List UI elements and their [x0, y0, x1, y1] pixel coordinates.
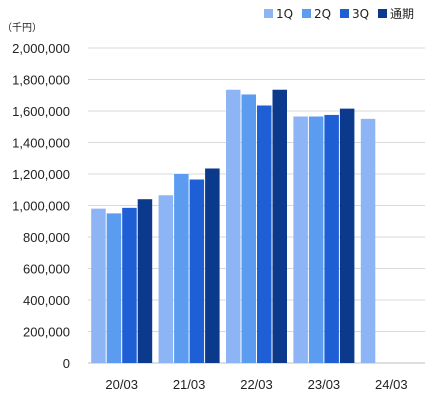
x-tick-label: 22/03 — [240, 377, 273, 392]
legend-swatch-3Q — [340, 9, 349, 18]
x-axis-tick-labels: 20/03 21/03 22/03 23/03 24/03 — [105, 377, 407, 392]
bar-1Q-23/03 — [293, 116, 308, 363]
y-tick-label: 1,000,000 — [12, 199, 70, 214]
bar-2Q-21/03 — [174, 174, 189, 363]
bar-3Q-22/03 — [257, 105, 272, 364]
bar-通期-22/03 — [272, 89, 287, 364]
legend-label-3Q: 3Q — [352, 7, 369, 21]
legend: 1Q 2Q 3Q 通期 — [264, 7, 414, 21]
bar-3Q-20/03 — [122, 207, 137, 363]
y-tick-label: 2,000,000 — [12, 41, 70, 56]
bar-1Q-22/03 — [226, 89, 241, 364]
bar-1Q-21/03 — [158, 195, 174, 363]
y-tick-label: 0 — [63, 356, 70, 371]
y-axis-tick-labels: 0 200,000 400,000 600,000 800,000 1,000,000 1,… — [12, 41, 70, 371]
bar-1Q-24/03 — [360, 118, 376, 363]
y-tick-label: 1,400,000 — [12, 136, 70, 151]
y-tick-label: 800,000 — [23, 230, 70, 245]
legend-label-通期: 通期 — [390, 7, 414, 21]
bar-通期-21/03 — [205, 168, 220, 363]
y-tick-label: 1,600,000 — [12, 104, 70, 119]
legend-label-1Q: 1Q — [276, 7, 293, 21]
y-tick-label: 200,000 — [23, 325, 70, 340]
y-axis-unit-label: （千円） — [2, 22, 42, 34]
bar-通期-20/03 — [137, 199, 153, 363]
y-tick-label: 400,000 — [23, 293, 70, 308]
bar-2Q-20/03 — [106, 213, 122, 363]
x-tick-label: 23/03 — [308, 377, 341, 392]
x-tick-label: 24/03 — [375, 377, 408, 392]
legend-swatch-2Q — [302, 9, 311, 18]
bar-2Q-22/03 — [241, 94, 256, 364]
bar-通期-23/03 — [339, 108, 355, 363]
legend-swatch-1Q — [264, 9, 273, 18]
bar-1Q-20/03 — [91, 208, 106, 363]
y-tick-label: 600,000 — [23, 262, 70, 277]
y-tick-label: 1,200,000 — [12, 167, 70, 182]
legend-label-2Q: 2Q — [314, 7, 331, 21]
x-tick-label: 20/03 — [105, 377, 138, 392]
bar-3Q-21/03 — [189, 179, 205, 363]
bar-3Q-23/03 — [324, 114, 339, 363]
x-tick-label: 21/03 — [173, 377, 206, 392]
bar-2Q-23/03 — [308, 116, 324, 363]
bars — [91, 89, 376, 364]
y-tick-label: 1,800,000 — [12, 73, 70, 88]
legend-swatch-通期 — [378, 9, 387, 18]
